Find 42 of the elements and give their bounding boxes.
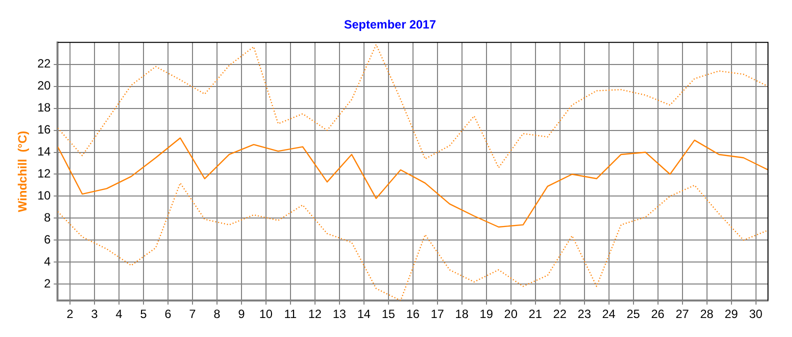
x-tick-label: 9	[238, 307, 246, 322]
x-tick-label: 18	[455, 307, 469, 322]
x-tick-label: 25	[626, 307, 640, 322]
x-tick-label: 3	[91, 307, 98, 322]
x-tick-label: 19	[480, 307, 494, 322]
x-tick-label: 23	[578, 307, 592, 322]
x-tick-label: 27	[676, 307, 690, 322]
x-tick-label: 10	[259, 307, 273, 322]
x-tick-label: 8	[214, 307, 221, 322]
x-tick-label: 7	[189, 307, 196, 322]
x-tick-label: 29	[724, 307, 738, 322]
x-tick-label: 12	[308, 307, 322, 322]
y-tick-label: 20	[37, 78, 52, 93]
y-tick-label: 6	[44, 232, 52, 246]
y-tick-label: 10	[37, 188, 52, 203]
x-tick-label: 22	[553, 307, 567, 322]
x-tick-label: 2	[66, 307, 74, 322]
chart-title: September 2017	[344, 18, 436, 32]
y-tick-label: 8	[44, 210, 52, 225]
x-tick-label: 20	[504, 307, 518, 322]
x-tick-label: 11	[284, 307, 297, 322]
x-tick-label: 24	[602, 307, 616, 322]
x-tick-label: 16	[406, 307, 420, 322]
x-tick-label: 17	[430, 307, 444, 322]
y-tick-label: 12	[37, 166, 52, 181]
x-tick-label: 14	[357, 307, 371, 322]
x-tick-label: 5	[140, 307, 148, 322]
y-tick-label: 18	[37, 100, 52, 115]
x-tick-label: 13	[332, 307, 346, 322]
x-tick-label: 30	[749, 307, 763, 322]
y-axis-title: Windchill (°C)	[16, 130, 30, 212]
x-tick-label: 21	[528, 307, 542, 322]
y-tick-label: 4	[44, 254, 52, 268]
x-tick-label: 4	[116, 307, 123, 322]
y-tick-label: 2	[44, 276, 52, 290]
y-tick-label: 14	[37, 144, 52, 159]
x-tick-label: 15	[382, 307, 396, 322]
x-tick-label: 6	[164, 307, 172, 322]
y-tick-label: 22	[37, 56, 52, 71]
x-tick-label: 26	[651, 307, 665, 322]
y-tick-label: 16	[37, 122, 52, 137]
x-tick-label: 28	[700, 307, 714, 322]
